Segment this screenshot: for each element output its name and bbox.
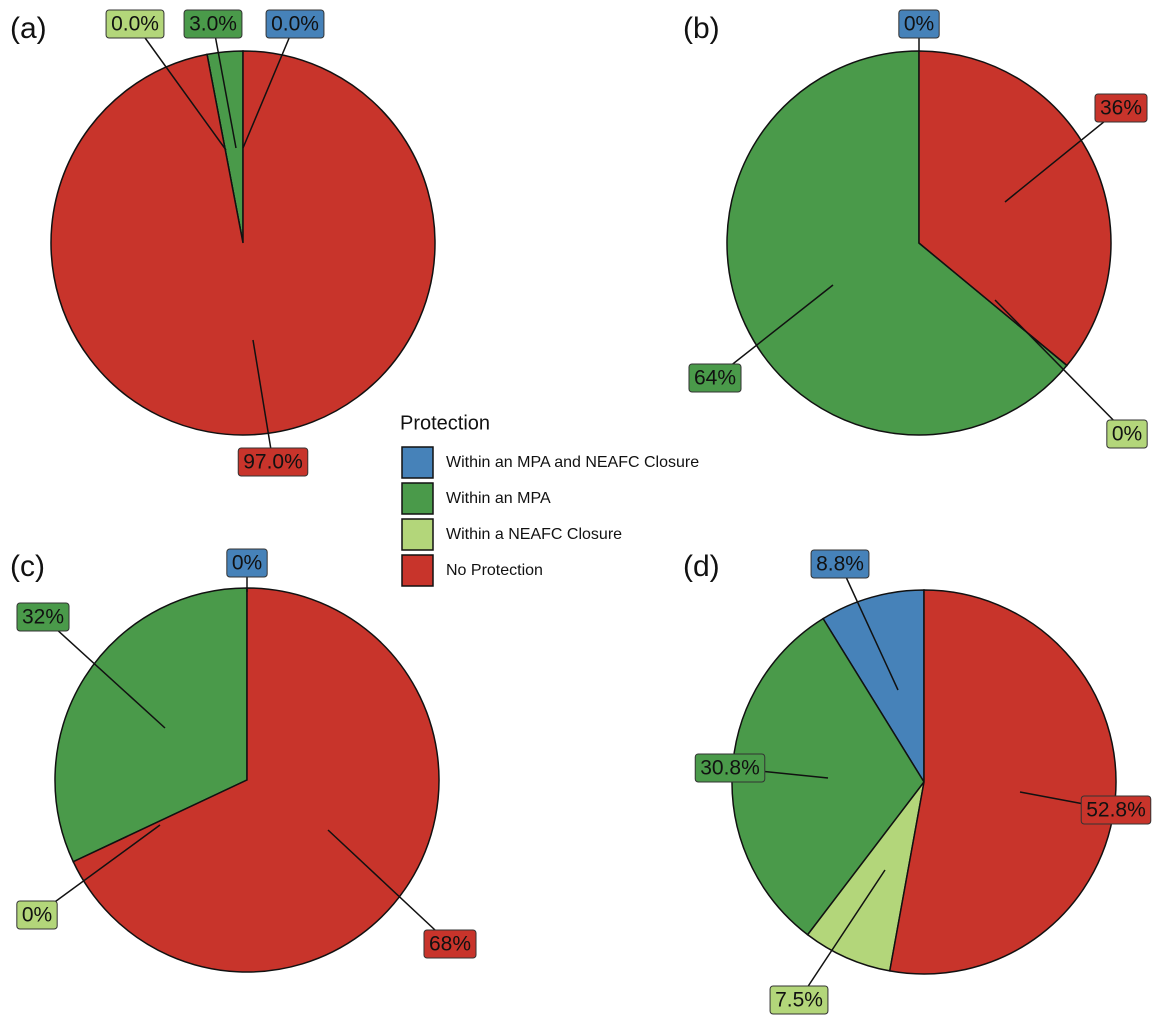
leader-line xyxy=(134,23,227,151)
value-label-group: 0% xyxy=(226,548,268,578)
legend-label: Within a NEAFC Closure xyxy=(446,526,622,543)
value-label: 0.0% xyxy=(111,13,159,36)
value-label-group: 68% xyxy=(423,929,477,959)
value-label: 36% xyxy=(1100,97,1142,120)
value-label: 0% xyxy=(1112,423,1142,446)
value-label-box xyxy=(226,548,268,578)
value-label-box xyxy=(810,549,870,579)
legend-label: No Protection xyxy=(446,562,543,579)
panel-label: (a) xyxy=(10,12,47,45)
value-label-box xyxy=(105,9,165,39)
value-label-box xyxy=(265,9,325,39)
pie-slice xyxy=(72,587,440,973)
leader-line xyxy=(798,869,886,1001)
value-label-box xyxy=(1106,419,1148,449)
leader-line xyxy=(36,824,161,916)
value-label: 52.8% xyxy=(1086,799,1146,822)
value-label-box xyxy=(16,900,58,930)
value-label-box xyxy=(898,9,940,39)
panel-label: (d) xyxy=(683,550,720,583)
pie-slice xyxy=(726,50,1068,436)
pie-slice xyxy=(888,589,1117,975)
legend-label: Within an MPA xyxy=(446,490,551,507)
value-label: 0.0% xyxy=(271,13,319,36)
value-label-box xyxy=(688,363,742,393)
leader-line xyxy=(327,829,451,945)
value-label-group: 3.0% xyxy=(183,9,243,39)
legend-key xyxy=(401,554,434,587)
value-label: 0% xyxy=(232,552,262,575)
value-label-box xyxy=(1080,795,1152,825)
leader-line xyxy=(252,339,274,463)
value-label: 97.0% xyxy=(243,451,303,474)
leader-line xyxy=(839,563,899,691)
value-label-box xyxy=(694,753,766,783)
value-label-group: 30.8% xyxy=(694,753,766,783)
legend-title: Protection xyxy=(400,412,490,434)
value-label-box xyxy=(237,447,309,477)
pie-slice xyxy=(822,589,925,785)
value-label-group: 0% xyxy=(1106,419,1148,449)
value-label: 8.8% xyxy=(816,553,864,576)
value-label: 68% xyxy=(429,933,471,956)
pie-slice xyxy=(54,587,248,863)
value-label-box xyxy=(183,9,243,39)
value-label: 3.0% xyxy=(189,13,237,36)
leader-line xyxy=(42,616,166,729)
value-label-group: 0% xyxy=(898,9,940,39)
leader-line xyxy=(994,299,1128,435)
value-label: 7.5% xyxy=(775,989,823,1012)
value-label-group: 97.0% xyxy=(237,447,309,477)
value-label-group: 0.0% xyxy=(105,9,165,39)
value-label-group: 0% xyxy=(16,900,58,930)
value-label-group: 36% xyxy=(1094,93,1148,123)
leader-line xyxy=(212,23,237,149)
value-label: 32% xyxy=(22,606,64,629)
pie-slice xyxy=(918,50,1112,367)
legend-label: Within an MPA and NEAFC Closure xyxy=(446,454,699,471)
value-label-group: 7.5% xyxy=(769,985,829,1015)
value-label: 0% xyxy=(904,13,934,36)
value-label: 64% xyxy=(694,367,736,390)
pie-slice xyxy=(50,50,436,436)
leader-line xyxy=(1004,107,1122,203)
panel-label: (c) xyxy=(10,550,45,583)
value-label-group: 8.8% xyxy=(810,549,870,579)
value-label: 0% xyxy=(22,904,52,927)
value-label-group: 64% xyxy=(688,363,742,393)
value-label-box xyxy=(769,985,829,1015)
value-label-group: 0.0% xyxy=(265,9,325,39)
value-label-box xyxy=(423,929,477,959)
legend-key xyxy=(401,518,434,551)
value-label-box xyxy=(16,602,70,632)
legend-key xyxy=(401,446,434,479)
value-label: 30.8% xyxy=(700,757,760,780)
value-label-box xyxy=(1094,93,1148,123)
value-label-group: 32% xyxy=(16,602,70,632)
leader-line xyxy=(242,23,296,149)
leader-line xyxy=(714,284,834,379)
legend-key xyxy=(401,482,434,515)
panel-label: (b) xyxy=(683,12,720,45)
value-label-group: 52.8% xyxy=(1080,795,1152,825)
